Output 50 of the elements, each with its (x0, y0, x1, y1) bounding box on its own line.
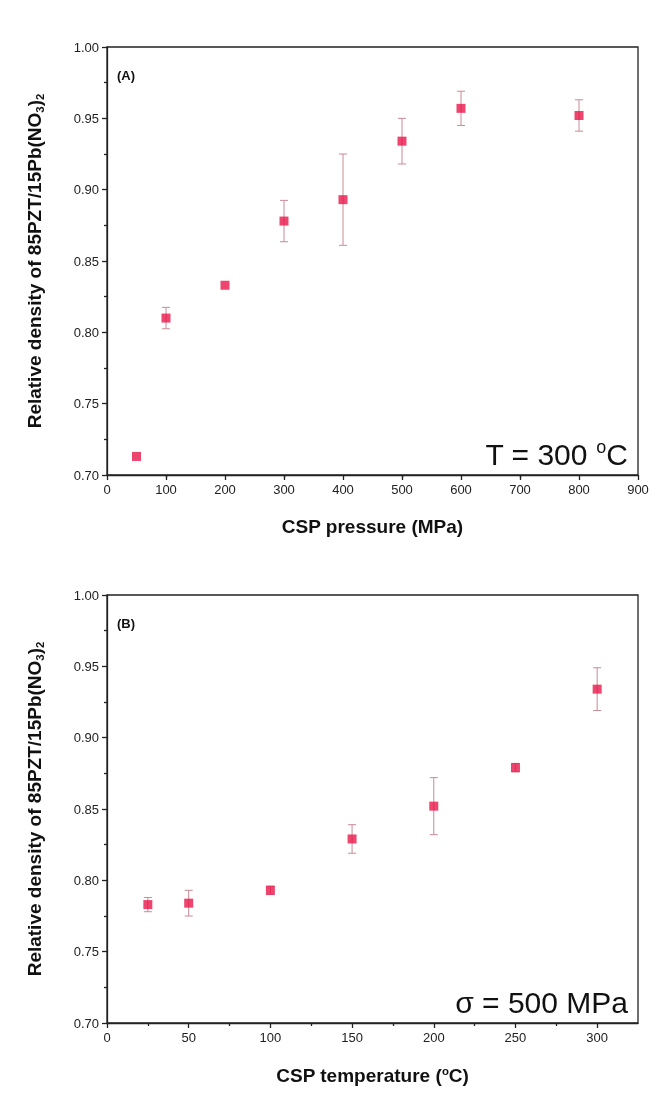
x-tick-label: 100 (155, 482, 177, 497)
annotation: (A) (117, 68, 136, 83)
y-tick-label: 0.75 (73, 944, 99, 960)
y-tick-label: 0.85 (73, 801, 99, 817)
y-tick-label: 0.75 (73, 396, 99, 412)
x-tick-label: 600 (450, 482, 472, 497)
x-tick-label: 800 (568, 482, 590, 497)
y-tick-label: 0.90 (73, 182, 99, 198)
point (592, 684, 602, 694)
y-tick-label: 0.70 (73, 1015, 99, 1031)
x-tick-label: 700 (509, 482, 531, 497)
point (574, 110, 584, 120)
point (143, 900, 153, 910)
point (279, 216, 289, 226)
x-tick-label: 0 (103, 482, 111, 497)
y-tick-label: 0.95 (73, 658, 99, 674)
x-tick-label: 900 (627, 482, 649, 497)
x-axis-title: CSP pressure (MPa) (281, 516, 464, 537)
y-tick-label: 0.95 (73, 110, 99, 126)
point (184, 898, 194, 908)
point (220, 280, 230, 290)
annotation: σ = 500 MPa (455, 985, 629, 1019)
x-tick-label: 250 (504, 1030, 527, 1045)
point (397, 136, 407, 146)
y-tick-label: 0.85 (73, 253, 99, 269)
point (338, 195, 348, 205)
point (347, 834, 357, 844)
x-tick-label: 0 (103, 1030, 111, 1045)
point (161, 313, 171, 323)
y-axis-title: Relative density of 85PZT/15Pb(NO3)2 (24, 93, 46, 429)
x-tick-label: 200 (214, 482, 236, 497)
x-tick-label: 150 (341, 1030, 363, 1045)
y-tick-label: 0.90 (73, 730, 99, 746)
y-tick-label: 0.70 (73, 467, 99, 483)
x-tick-label: 200 (422, 1030, 445, 1045)
y-tick-label: 0.80 (73, 872, 99, 888)
x-tick-label: 500 (391, 482, 413, 497)
y-tick-label: 1.00 (73, 587, 99, 603)
point (429, 801, 439, 811)
y-tick-label: 0.80 (73, 324, 99, 340)
x-tick-label: 100 (259, 1030, 282, 1045)
y-axis-title: Relative density of 85PZT/15Pb(NO3)2 (24, 641, 46, 977)
x-tick-label: 300 (586, 1030, 609, 1045)
annotation: (B) (117, 616, 136, 631)
y-tick-label: 1.00 (73, 39, 99, 55)
point (132, 451, 141, 461)
x-tick-label: 400 (332, 482, 354, 497)
x-tick-label: 300 (273, 482, 295, 497)
x-tick-label: 50 (181, 1030, 196, 1045)
point (456, 103, 466, 113)
